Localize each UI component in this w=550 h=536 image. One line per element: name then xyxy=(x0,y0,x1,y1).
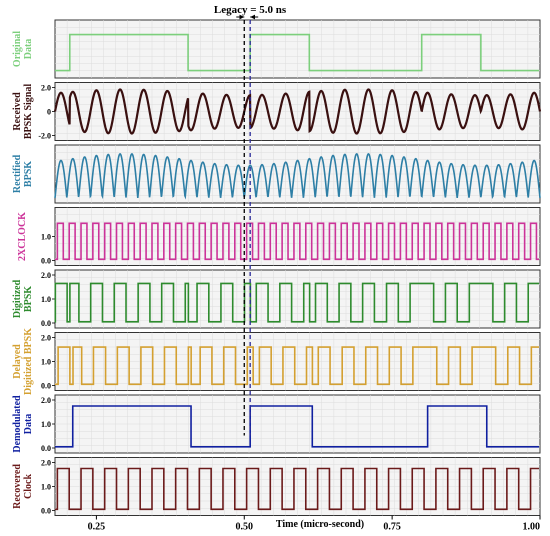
y-tick-label: 2.0 xyxy=(41,271,51,280)
x-tick-label: 0.75 xyxy=(383,522,401,533)
y-tick-label: 2.0 xyxy=(41,84,51,93)
y-tick-label: 1.0 xyxy=(41,233,51,242)
series-label: DelayedDigitized BPSK xyxy=(12,328,34,395)
series-line xyxy=(54,282,539,323)
series-line xyxy=(55,222,539,261)
series-label: 2XCLOCK xyxy=(17,212,28,261)
panel-5: DelayedDigitized BPSK 0.0 1.0 2.0 xyxy=(12,328,541,395)
series-line xyxy=(55,405,539,448)
y-tick-label: 1.0 xyxy=(41,295,51,304)
y-tick-label: -2.0 xyxy=(38,132,51,141)
series-label: ReceivedBPSK Signal xyxy=(12,84,34,140)
y-tick-label: 0 xyxy=(47,108,51,117)
x-tick-label: 0.25 xyxy=(88,522,106,533)
panel-0: OriginalData xyxy=(12,19,541,79)
x-axis-label: Time (micro-second) xyxy=(276,519,364,530)
series-line xyxy=(55,346,539,386)
y-tick-label: 2.0 xyxy=(41,334,51,343)
series-label: RecoveredClock xyxy=(12,464,34,509)
panel-1: ReceivedBPSK Signal -2.0 0 2.0 xyxy=(12,82,542,141)
y-tick-label: 0.0 xyxy=(41,257,51,266)
series-line xyxy=(55,33,539,72)
y-tick-label: 0.0 xyxy=(41,319,51,328)
panel-3: 2XCLOCK 0.0 1.0 xyxy=(17,207,541,266)
chart-title: Legacy = 5.0 ns xyxy=(214,4,287,16)
panel-7: RecoveredClock 0.0 1.0 2.0 xyxy=(12,457,541,516)
y-tick-label: 0.0 xyxy=(41,444,51,453)
series-line xyxy=(53,88,542,135)
y-tick-label: 0.0 xyxy=(41,382,51,391)
y-tick-label: 1.0 xyxy=(41,483,51,492)
series-label: RectifiedBPSK xyxy=(12,154,34,193)
y-tick-label: 1.0 xyxy=(41,420,51,429)
y-tick-label: 1.0 xyxy=(41,358,51,367)
series-label: OriginalData xyxy=(12,31,34,67)
series-line xyxy=(54,153,541,200)
x-tick-label: 0.50 xyxy=(236,522,254,533)
panel-4: DigitizedBPSK 0.0 1.0 2.0 xyxy=(12,269,541,329)
y-tick-label: 2.0 xyxy=(41,396,51,405)
series-label: DemodulatedData xyxy=(12,395,34,453)
x-tick-label: 1.00 xyxy=(523,522,541,533)
y-tick-label: 0.0 xyxy=(41,507,51,516)
y-tick-label: 2.0 xyxy=(41,459,51,468)
panel-2: RectifiedBPSK xyxy=(12,144,541,204)
panel-6: DemodulatedData 0.0 1.0 2.0 xyxy=(12,394,541,454)
series-line xyxy=(55,467,539,511)
series-label: DigitizedBPSK xyxy=(12,279,34,318)
